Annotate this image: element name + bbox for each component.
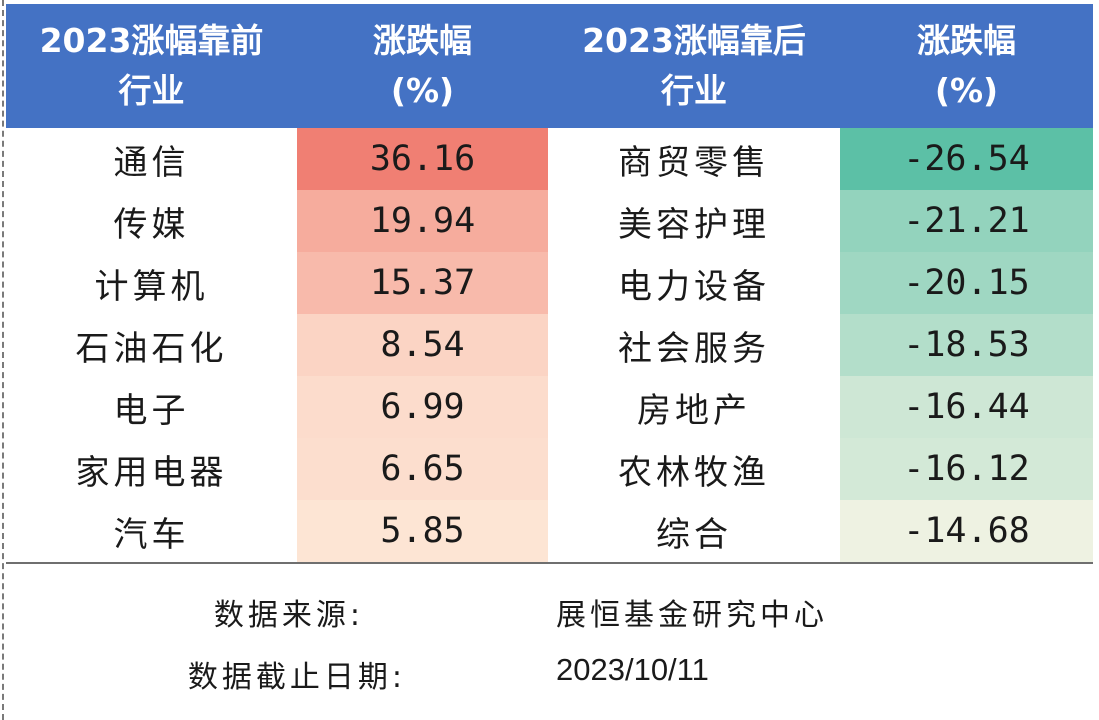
top-industry-change: 15.37 xyxy=(297,252,548,314)
bottom-industry-name: 美容护理 xyxy=(548,190,840,252)
table-row: 石油石化 8.54 社会服务 -18.53 xyxy=(6,314,1093,376)
bottom-industry-change: -26.54 xyxy=(840,128,1093,190)
header-row: 2023涨幅靠前 行业 涨跌幅 (%) 2023涨幅靠后 行业 涨跌幅 (%) xyxy=(6,4,1093,128)
left-dashed-border xyxy=(2,0,4,720)
table-row: 通信 36.16 商贸零售 -26.54 xyxy=(6,128,1093,190)
header-top-industry: 2023涨幅靠前 行业 xyxy=(6,4,297,128)
table-row: 电子 6.99 房地产 -16.44 xyxy=(6,376,1093,438)
top-industry-name: 传媒 xyxy=(6,190,297,252)
top-industry-change: 36.16 xyxy=(297,128,548,190)
date-label: 数据截止日期: xyxy=(187,660,406,695)
top-industry-name: 石油石化 xyxy=(6,314,297,376)
top-industry-name: 家用电器 xyxy=(6,438,297,500)
bottom-industry-change: -18.53 xyxy=(840,314,1093,376)
top-industry-name: 通信 xyxy=(6,128,297,190)
source-label: 数据来源: xyxy=(213,598,364,633)
top-industry-name: 汽车 xyxy=(6,500,297,564)
top-industry-change: 8.54 xyxy=(297,314,548,376)
table-row: 汽车 5.85 综合 -14.68 xyxy=(6,500,1093,564)
source-value: 展恒基金研究中心 xyxy=(556,598,828,633)
bottom-industry-name: 农林牧渔 xyxy=(548,438,840,500)
bottom-industry-name: 社会服务 xyxy=(548,314,840,376)
header-bottom-industry: 2023涨幅靠后 行业 xyxy=(548,4,840,128)
bottom-industry-change: -21.21 xyxy=(840,190,1093,252)
bottom-industry-change: -16.44 xyxy=(840,376,1093,438)
top-industry-name: 计算机 xyxy=(6,252,297,314)
bottom-industry-name: 房地产 xyxy=(548,376,840,438)
top-industry-change: 6.99 xyxy=(297,376,548,438)
table-row: 家用电器 6.65 农林牧渔 -16.12 xyxy=(6,438,1093,500)
bottom-industry-name: 电力设备 xyxy=(548,252,840,314)
bottom-industry-change: -14.68 xyxy=(840,500,1093,564)
top-industry-change: 19.94 xyxy=(297,190,548,252)
bottom-industry-name: 综合 xyxy=(548,500,840,564)
header-bottom-change: 涨跌幅 (%) xyxy=(840,4,1093,128)
header-top-change: 涨跌幅 (%) xyxy=(297,4,548,128)
industry-ranking-table: 2023涨幅靠前 行业 涨跌幅 (%) 2023涨幅靠后 行业 涨跌幅 (%) … xyxy=(6,4,1093,564)
bottom-industry-name: 商贸零售 xyxy=(548,128,840,190)
date-value: 2023/10/11 xyxy=(556,652,709,687)
table-row: 传媒 19.94 美容护理 -21.21 xyxy=(6,190,1093,252)
top-industry-name: 电子 xyxy=(6,376,297,438)
top-industry-change: 5.85 xyxy=(297,500,548,564)
bottom-industry-change: -16.12 xyxy=(840,438,1093,500)
table-row: 计算机 15.37 电力设备 -20.15 xyxy=(6,252,1093,314)
table-body: 通信 36.16 商贸零售 -26.54 传媒 19.94 美容护理 -21.21 计算机 15.… xyxy=(6,128,1093,564)
top-industry-change: 6.65 xyxy=(297,438,548,500)
bottom-industry-change: -20.15 xyxy=(840,252,1093,314)
